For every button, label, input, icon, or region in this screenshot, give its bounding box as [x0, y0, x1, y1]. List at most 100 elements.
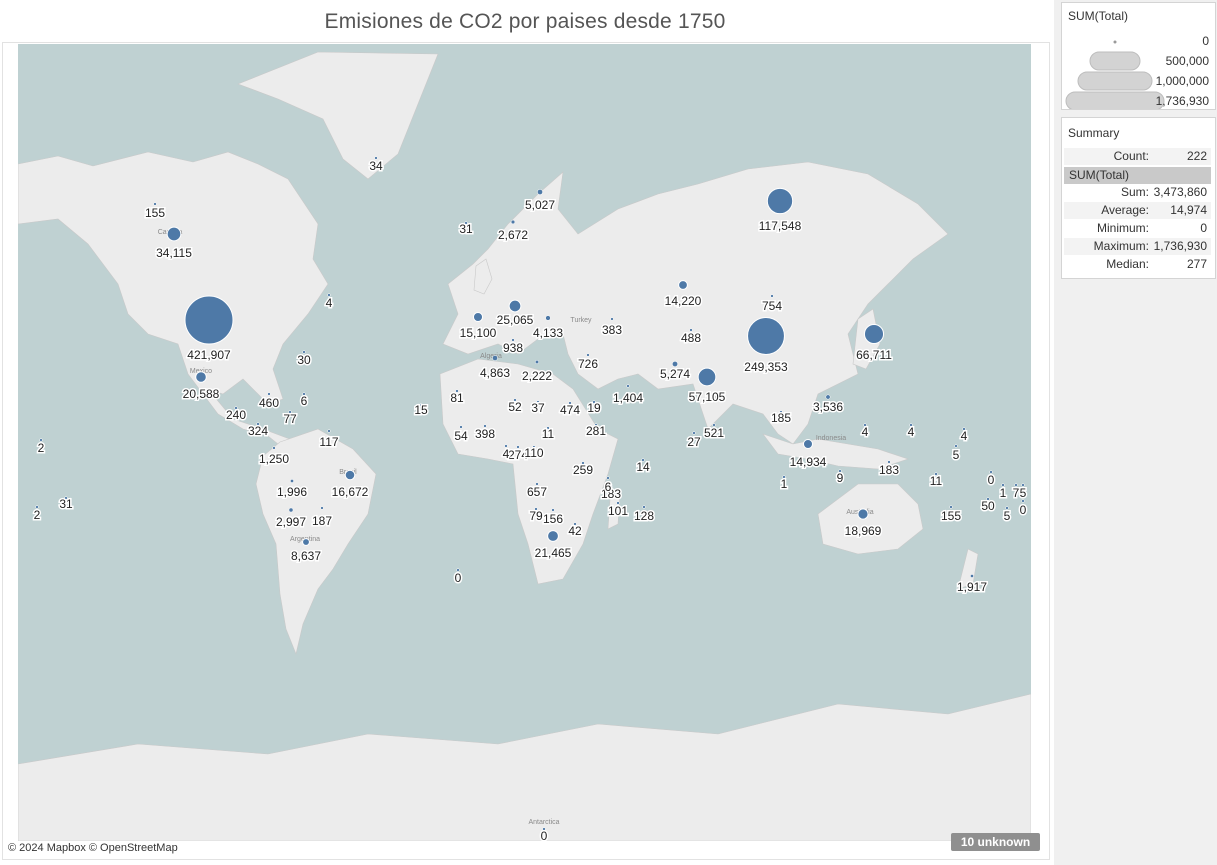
emission-marker[interactable]: [1021, 499, 1025, 503]
emission-marker[interactable]: [195, 371, 207, 383]
emission-marker[interactable]: [573, 522, 577, 526]
emission-marker[interactable]: [288, 410, 292, 414]
emission-marker[interactable]: [511, 338, 515, 342]
emission-marker[interactable]: [456, 568, 460, 572]
emission-marker[interactable]: [609, 485, 613, 489]
emission-marker[interactable]: [320, 506, 324, 510]
emission-marker[interactable]: [547, 530, 559, 542]
emission-marker[interactable]: [327, 429, 331, 433]
emission-marker[interactable]: [779, 410, 783, 414]
emission-marker[interactable]: [256, 422, 260, 426]
emission-marker[interactable]: [592, 400, 596, 404]
map-attribution[interactable]: © 2024 Mapbox © OpenStreetMap: [8, 842, 178, 854]
emission-marker[interactable]: [934, 472, 938, 476]
emission-marker[interactable]: [863, 423, 867, 427]
emission-marker[interactable]: [692, 431, 696, 435]
emission-marker[interactable]: [887, 460, 891, 464]
emission-marker[interactable]: [419, 403, 423, 407]
emission-value-label: 34,115: [156, 246, 192, 260]
emission-marker[interactable]: [551, 508, 555, 512]
emission-marker[interactable]: [825, 394, 831, 400]
world-map[interactable]: CanadaMexicoBrasilArgentinaAlgeriaTurkey…: [18, 44, 1031, 841]
emission-marker[interactable]: [989, 470, 993, 474]
emission-marker[interactable]: [838, 469, 842, 473]
emission-value-label: 42: [568, 524, 582, 538]
emission-marker[interactable]: [459, 425, 463, 429]
emission-marker[interactable]: [586, 353, 590, 357]
emission-marker[interactable]: [272, 446, 276, 450]
emission-marker[interactable]: [483, 424, 487, 428]
emission-marker[interactable]: [1021, 483, 1025, 487]
emission-marker[interactable]: [508, 299, 522, 313]
emission-marker[interactable]: [153, 202, 157, 206]
emission-value-label: 4: [503, 447, 510, 461]
emission-marker[interactable]: [542, 827, 546, 831]
emission-marker[interactable]: [672, 361, 678, 367]
emission-marker[interactable]: [510, 219, 516, 225]
emission-marker[interactable]: [472, 311, 484, 323]
emission-marker[interactable]: [455, 389, 459, 393]
emission-marker[interactable]: [568, 401, 572, 405]
emission-marker[interactable]: [64, 496, 68, 500]
emission-marker[interactable]: [184, 295, 234, 345]
emission-marker[interactable]: [288, 507, 294, 513]
emission-marker[interactable]: [492, 355, 498, 361]
emission-value-label: 117,548: [759, 219, 802, 233]
emission-marker[interactable]: [970, 574, 974, 578]
emission-marker[interactable]: [344, 469, 356, 481]
emission-marker[interactable]: [642, 505, 646, 509]
emission-marker[interactable]: [464, 221, 468, 225]
emission-marker[interactable]: [782, 475, 786, 479]
emission-marker[interactable]: [302, 350, 306, 354]
emission-marker[interactable]: [766, 187, 794, 215]
emission-marker[interactable]: [954, 444, 958, 448]
emission-marker[interactable]: [35, 505, 39, 509]
emission-marker[interactable]: [39, 438, 43, 442]
emission-marker[interactable]: [1005, 506, 1009, 510]
emission-marker[interactable]: [594, 423, 598, 427]
emission-marker[interactable]: [166, 226, 182, 242]
emission-markers[interactable]: 421,907 249,353 117,548 66,711 57,105 34,115 2…: [32, 156, 1028, 841]
emission-marker[interactable]: [537, 189, 543, 195]
unknown-indicator[interactable]: 10 unknown: [951, 833, 1040, 851]
emission-marker[interactable]: [626, 384, 630, 388]
legend-item-1000000: 1,000,000: [1155, 74, 1209, 88]
emission-marker[interactable]: [536, 400, 540, 404]
emission-marker[interactable]: [290, 479, 294, 483]
emission-marker[interactable]: [545, 315, 551, 321]
emission-marker[interactable]: [616, 501, 620, 505]
emission-marker[interactable]: [689, 328, 693, 332]
emission-marker[interactable]: [504, 444, 508, 448]
emission-marker[interactable]: [770, 294, 774, 298]
emission-marker[interactable]: [802, 438, 814, 450]
emission-marker[interactable]: [986, 497, 990, 501]
emission-marker[interactable]: [267, 392, 271, 396]
emission-marker[interactable]: [863, 323, 885, 345]
emission-marker[interactable]: [302, 392, 306, 396]
emission-marker[interactable]: [532, 445, 536, 449]
emission-marker[interactable]: [534, 507, 538, 511]
emission-marker[interactable]: [327, 293, 331, 297]
emission-marker[interactable]: [712, 423, 716, 427]
emission-marker[interactable]: [302, 538, 310, 546]
emission-marker[interactable]: [641, 458, 645, 462]
emission-marker[interactable]: [909, 423, 913, 427]
emission-marker[interactable]: [610, 317, 614, 321]
emission-marker[interactable]: [546, 426, 550, 430]
emission-marker[interactable]: [535, 360, 539, 364]
emission-marker[interactable]: [678, 280, 688, 290]
emission-marker[interactable]: [1001, 483, 1005, 487]
emission-marker[interactable]: [234, 406, 238, 410]
emission-marker[interactable]: [581, 461, 585, 465]
emission-marker[interactable]: [857, 508, 869, 520]
emission-marker[interactable]: [374, 156, 378, 160]
emission-marker[interactable]: [949, 505, 953, 509]
emission-marker[interactable]: [747, 317, 785, 355]
emission-marker[interactable]: [535, 482, 539, 486]
emission-marker[interactable]: [962, 427, 966, 431]
emission-marker[interactable]: [513, 398, 517, 402]
emission-marker[interactable]: [1014, 483, 1018, 487]
emission-marker[interactable]: [697, 367, 717, 387]
emission-marker[interactable]: [606, 476, 610, 480]
emission-marker[interactable]: [516, 445, 520, 449]
